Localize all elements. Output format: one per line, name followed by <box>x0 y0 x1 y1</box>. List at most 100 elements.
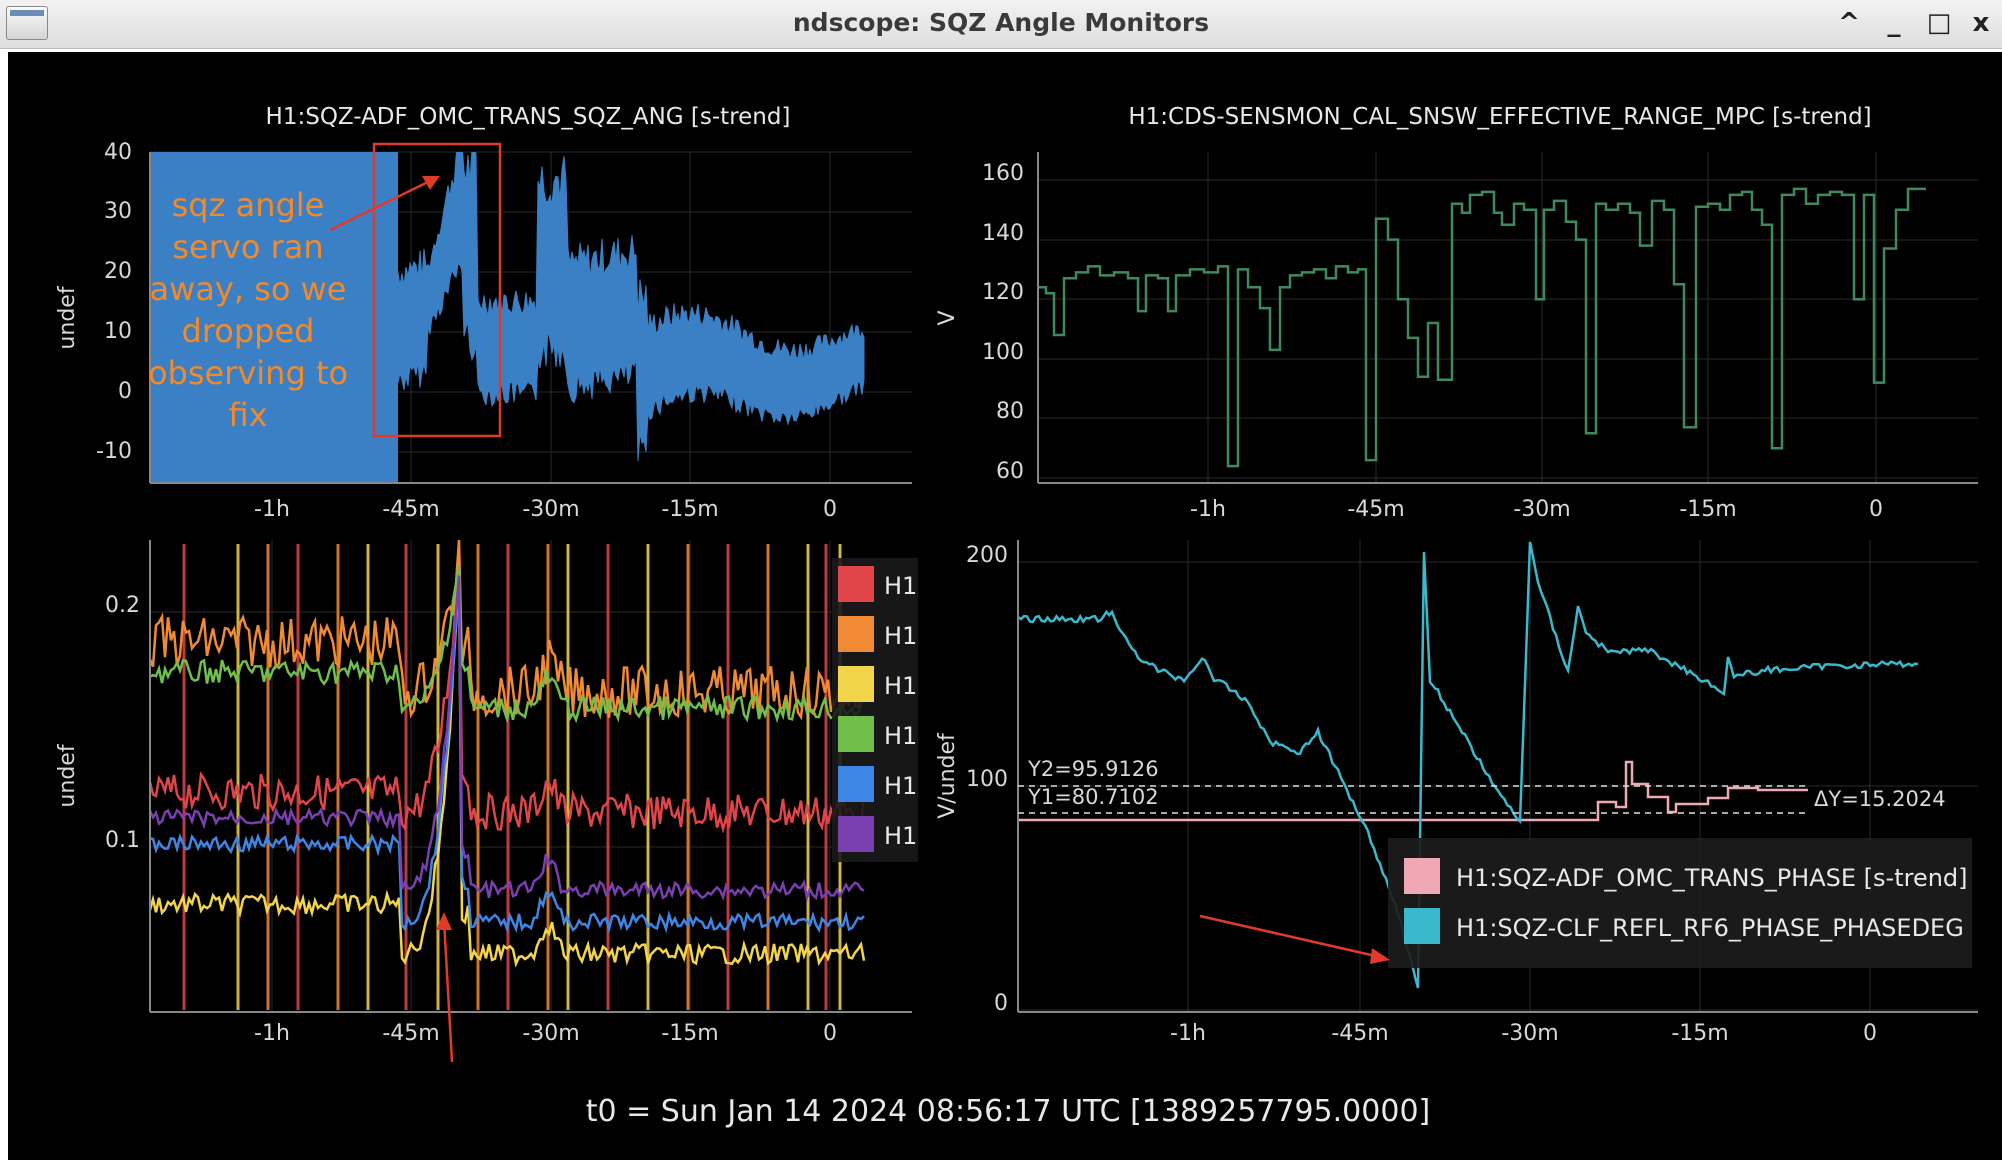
clf-refl-phase-trace <box>1018 541 1919 989</box>
y-tick-label: 0.1 <box>105 828 140 853</box>
x-tick-label: -15m <box>661 497 718 522</box>
maximize-icon[interactable]: □ <box>1926 8 1952 38</box>
trace-band <box>397 152 865 462</box>
x-tick-label: -1h <box>254 1021 290 1046</box>
y-axis-label: undef <box>55 285 80 349</box>
channel-trace <box>150 576 865 903</box>
trans-phase-trace <box>1018 760 1808 822</box>
range-trace <box>1038 187 1926 468</box>
x-ticks: -1h -45m -30m -15m 0 <box>1170 1021 1877 1046</box>
annotation-line: fix <box>228 396 267 434</box>
plot-phase[interactable]: Y2=95.9126 Y1=80.7102 ΔY=15.2024 200 100… <box>935 540 1978 1046</box>
annotation-line: sqz angle <box>172 186 325 224</box>
y-tick-label: 20 <box>104 259 132 284</box>
legend-label: H1 <box>884 572 917 600</box>
x-tick-label: 0 <box>823 497 837 522</box>
plot-multi-channel[interactable]: 0.2 0.1 undef -1h -45m -30m -15m 0 H1H1H… <box>55 540 918 1063</box>
window-titlebar: ndscope: SQZ Angle Monitors ^ _ □ x <box>0 0 2002 49</box>
legend-box <box>832 558 918 862</box>
window-menu-icon[interactable] <box>6 6 48 40</box>
x-tick-label: -30m <box>1501 1021 1558 1046</box>
plot-effective-range[interactable]: H1:CDS-SENSMON_CAL_SNSW_EFFECTIVE_RANGE_… <box>935 104 1978 522</box>
t0-label: t0 = Sun Jan 14 2024 08:56:17 UTC [13892… <box>586 1094 1430 1129</box>
y-tick-label: -10 <box>96 439 132 464</box>
y-tick-label: 60 <box>996 459 1024 484</box>
x-tick-label: 0 <box>823 1021 837 1046</box>
shade-icon[interactable]: ^ <box>1838 8 1860 38</box>
y-tick-label: 100 <box>966 767 1008 792</box>
y-tick-label: 80 <box>996 399 1024 424</box>
grid <box>150 540 912 1012</box>
legend-label: H1 <box>884 722 917 750</box>
annotation-line: servo ran <box>172 228 323 266</box>
cursor-y2-label: Y2=95.9126 <box>1027 757 1159 781</box>
close-icon[interactable]: x <box>1972 8 1990 38</box>
trace-fill-region <box>150 152 398 483</box>
x-ticks: -1h -45m -30m -15m 0 <box>254 1021 837 1046</box>
y-ticks: 40 30 20 10 0 -10 <box>96 140 132 464</box>
legend-box <box>1388 838 1972 968</box>
x-tick-label: -1h <box>1170 1021 1206 1046</box>
legend-swatch <box>1404 908 1440 944</box>
legend-label: H1:SQZ-ADF_OMC_TRANS_PHASE [s-trend] <box>1456 864 1968 892</box>
x-tick-label: 0 <box>1863 1021 1877 1046</box>
annotation-arrow <box>442 919 454 1063</box>
x-tick-label: -1h <box>1190 497 1226 522</box>
legend: H1 H1 H1 H1 H1 H1 <box>832 558 918 862</box>
plot-title: H1:SQZ-ADF_OMC_TRANS_SQZ_ANG [s-trend] <box>266 104 791 130</box>
legend-label: H1 <box>884 822 917 850</box>
x-tick-label: 0 <box>1869 497 1883 522</box>
legend-swatch <box>838 716 874 752</box>
annotation-arrow <box>329 178 433 232</box>
plot-sqz-angle[interactable]: H1:SQZ-ADF_OMC_TRANS_SQZ_ANG [s-trend] 4… <box>55 104 912 522</box>
annotation-line: away, so we <box>150 270 347 308</box>
multi-traces <box>150 540 866 1010</box>
x-tick-label: -45m <box>382 497 439 522</box>
x-tick-label: -30m <box>522 497 579 522</box>
x-tick-label: -45m <box>1331 1021 1388 1046</box>
sqz-angle-trace <box>150 152 865 483</box>
x-tick-label: -15m <box>1679 497 1736 522</box>
annotation-arrow <box>1199 914 1381 959</box>
x-tick-label: -45m <box>1347 497 1404 522</box>
legend-swatch <box>838 566 874 602</box>
y-ticks: 200 100 0 <box>966 543 1008 1016</box>
y-tick-label: 0.2 <box>105 593 140 618</box>
legend-label: H1:SQZ-CLF_REFL_RF6_PHASE_PHASEDEG <box>1456 914 1964 942</box>
arrowhead-icon <box>436 912 452 930</box>
cursor-y1-label: Y1=80.7102 <box>1027 785 1159 809</box>
x-ticks: -1h -45m -30m -15m 0 <box>254 497 837 522</box>
legend-label: H1 <box>884 622 917 650</box>
scope-canvas: H1:SQZ-ADF_OMC_TRANS_SQZ_ANG [s-trend] 4… <box>8 52 2002 1160</box>
plot-title: H1:CDS-SENSMON_CAL_SNSW_EFFECTIVE_RANGE_… <box>1128 104 1871 130</box>
legend-label: H1 <box>884 672 917 700</box>
y-tick-label: 100 <box>982 340 1024 365</box>
x-tick-label: -15m <box>661 1021 718 1046</box>
legend-swatch <box>1404 858 1440 894</box>
y-ticks: 0.2 0.1 <box>105 593 140 853</box>
legend: H1:SQZ-ADF_OMC_TRANS_PHASE [s-trend] H1:… <box>1388 838 1972 968</box>
legend-swatch <box>838 666 874 702</box>
legend-swatch <box>838 766 874 802</box>
x-tick-label: -45m <box>382 1021 439 1046</box>
legend-label: H1 <box>884 772 917 800</box>
y-tick-label: 30 <box>104 199 132 224</box>
y-tick-label: 140 <box>982 221 1024 246</box>
minimize-icon[interactable]: _ <box>1887 8 1901 38</box>
y-tick-label: 40 <box>104 140 132 165</box>
channel-trace <box>150 574 866 968</box>
channel-trace <box>150 570 866 834</box>
y-tick-label: 0 <box>118 379 132 404</box>
x-tick-label: -30m <box>522 1021 579 1046</box>
channel-trace <box>150 574 865 934</box>
arrowhead-icon <box>422 176 440 190</box>
y-axis-label: V <box>935 310 960 325</box>
plots-svg: H1:SQZ-ADF_OMC_TRANS_SQZ_ANG [s-trend] 4… <box>55 104 1978 1129</box>
y-tick-label: 120 <box>982 280 1024 305</box>
y-tick-label: 10 <box>104 319 132 344</box>
arrowhead-icon <box>1370 948 1390 964</box>
legend-swatch <box>838 816 874 852</box>
annotation-line: observing to <box>148 354 348 392</box>
x-tick-label: -1h <box>254 497 290 522</box>
legend-swatch <box>838 616 874 652</box>
